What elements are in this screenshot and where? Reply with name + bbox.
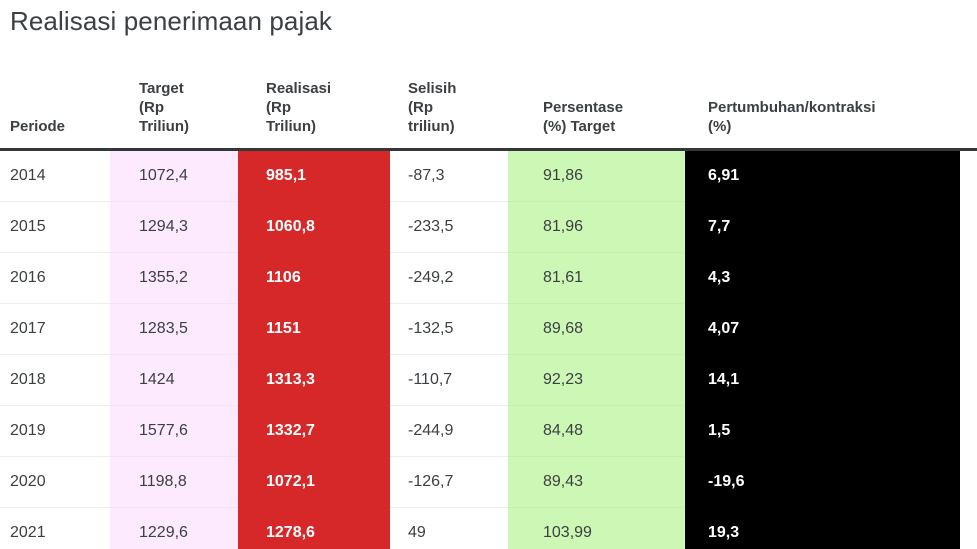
cell-pertumbuhan: 4,3	[685, 252, 960, 304]
table-row: 2020 1198,8 1072,1 -126,7 89,43 -19,6	[0, 456, 977, 508]
column-header-persentase-line-2: (%) Target	[543, 117, 616, 135]
cell-target: 1355,2	[110, 252, 238, 304]
cell-selisih: -233,5	[390, 201, 508, 253]
column-header-target-line-3: Triliun)	[139, 117, 189, 135]
cell-realisasi: 1332,7	[238, 405, 390, 457]
cell-realisasi: 985,1	[238, 149, 390, 202]
cell-tail-spacer	[960, 507, 977, 549]
cell-tail-spacer	[960, 303, 977, 355]
cell-target: 1577,6	[110, 405, 238, 457]
column-header-selisih-line-2: (Rp	[408, 98, 433, 116]
cell-pertumbuhan: 19,3	[685, 507, 960, 549]
table-row: 2017 1283,5 1151 -132,5 89,68 4,07	[0, 303, 977, 355]
cell-target: 1072,4	[110, 149, 238, 202]
cell-periode: 2015	[0, 201, 110, 253]
table-row: 2018 1424 1313,3 -110,7 92,23 14,1	[0, 354, 977, 406]
column-header-target-line-1: Target	[139, 79, 184, 97]
cell-tail-spacer	[960, 354, 977, 406]
cell-pertumbuhan: 7,7	[685, 201, 960, 253]
cell-periode: 2019	[0, 405, 110, 457]
cell-tail-spacer	[960, 405, 977, 457]
column-header-selisih-line-3: triliun)	[408, 117, 455, 135]
cell-target: 1229,6	[110, 507, 238, 549]
table-container: Periode Target (Rp Triliun) Realisasi (R…	[0, 62, 977, 549]
cell-pertumbuhan: 1,5	[685, 405, 960, 457]
table-header-row: Periode Target (Rp Triliun) Realisasi (R…	[0, 62, 977, 151]
table-body: 2014 1072,4 985,1 -87,3 91,86 6,91 2015 …	[0, 149, 977, 549]
cell-persentase: 91,86	[508, 149, 685, 202]
cell-selisih: -126,7	[390, 456, 508, 508]
cell-periode: 2014	[0, 149, 110, 202]
cell-persentase: 81,61	[508, 252, 685, 304]
column-header-selisih: Selisih (Rp triliun)	[390, 62, 508, 151]
column-header-pertumbuhan-line-2: (%)	[708, 117, 732, 135]
column-header-persentase-line-1: Persentase	[543, 98, 624, 116]
cell-tail-spacer	[960, 252, 977, 304]
cell-periode: 2017	[0, 303, 110, 355]
cell-target: 1424	[110, 354, 238, 406]
table-row: 2015 1294,3 1060,8 -233,5 81,96 7,7	[0, 201, 977, 253]
cell-persentase: 81,96	[508, 201, 685, 253]
cell-tail-spacer	[960, 149, 977, 202]
column-header-selisih-line-1: Selisih	[408, 79, 457, 97]
cell-persentase: 89,43	[508, 456, 685, 508]
cell-target: 1198,8	[110, 456, 238, 508]
cell-persentase: 84,48	[508, 405, 685, 457]
column-header-target-line-2: (Rp	[139, 98, 164, 116]
cell-pertumbuhan: 4,07	[685, 303, 960, 355]
column-header-pertumbuhan-line-1: Pertumbuhan/kontraksi	[708, 98, 876, 116]
table-row: 2019 1577,6 1332,7 -244,9 84,48 1,5	[0, 405, 977, 457]
cell-pertumbuhan: -19,6	[685, 456, 960, 508]
column-header-target: Target (Rp Triliun)	[110, 62, 238, 151]
cell-realisasi: 1151	[238, 303, 390, 355]
table-row: 2016 1355,2 1106 -249,2 81,61 4,3	[0, 252, 977, 304]
cell-periode: 2016	[0, 252, 110, 304]
page-title: Realisasi penerimaan pajak	[10, 6, 333, 36]
cell-pertumbuhan: 6,91	[685, 149, 960, 202]
cell-periode: 2020	[0, 456, 110, 508]
table-row: 2014 1072,4 985,1 -87,3 91,86 6,91	[0, 149, 977, 202]
cell-realisasi: 1313,3	[238, 354, 390, 406]
cell-target: 1283,5	[110, 303, 238, 355]
cell-selisih: -244,9	[390, 405, 508, 457]
cell-selisih: -87,3	[390, 149, 508, 202]
cell-persentase: 92,23	[508, 354, 685, 406]
column-header-persentase: Persentase (%) Target	[508, 62, 685, 151]
column-header-realisasi-line-3: Triliun)	[266, 117, 316, 135]
cell-realisasi: 1106	[238, 252, 390, 304]
cell-selisih: -110,7	[390, 354, 508, 406]
column-header-pertumbuhan: Pertumbuhan/kontraksi (%)	[685, 62, 977, 151]
column-header-periode-line-1: Periode	[10, 117, 66, 135]
cell-pertumbuhan: 14,1	[685, 354, 960, 406]
cell-persentase: 103,99	[508, 507, 685, 549]
cell-selisih: -249,2	[390, 252, 508, 304]
cell-realisasi: 1060,8	[238, 201, 390, 253]
cell-periode: 2018	[0, 354, 110, 406]
cell-persentase: 89,68	[508, 303, 685, 355]
tax-revenue-table: Periode Target (Rp Triliun) Realisasi (R…	[0, 62, 977, 549]
cell-selisih: 49	[390, 507, 508, 549]
cell-tail-spacer	[960, 201, 977, 253]
column-header-realisasi-line-2: (Rp	[266, 98, 291, 116]
cell-realisasi: 1278,6	[238, 507, 390, 549]
cell-periode: 2021	[0, 507, 110, 549]
column-header-realisasi: Realisasi (Rp Triliun)	[238, 62, 390, 151]
cell-target: 1294,3	[110, 201, 238, 253]
cell-tail-spacer	[960, 456, 977, 508]
column-header-realisasi-line-1: Realisasi	[266, 79, 332, 97]
column-header-periode: Periode	[0, 62, 110, 151]
cell-realisasi: 1072,1	[238, 456, 390, 508]
table-header: Periode Target (Rp Triliun) Realisasi (R…	[0, 62, 977, 151]
table-row: 2021 1229,6 1278,6 49 103,99 19,3	[0, 507, 977, 549]
cell-selisih: -132,5	[390, 303, 508, 355]
